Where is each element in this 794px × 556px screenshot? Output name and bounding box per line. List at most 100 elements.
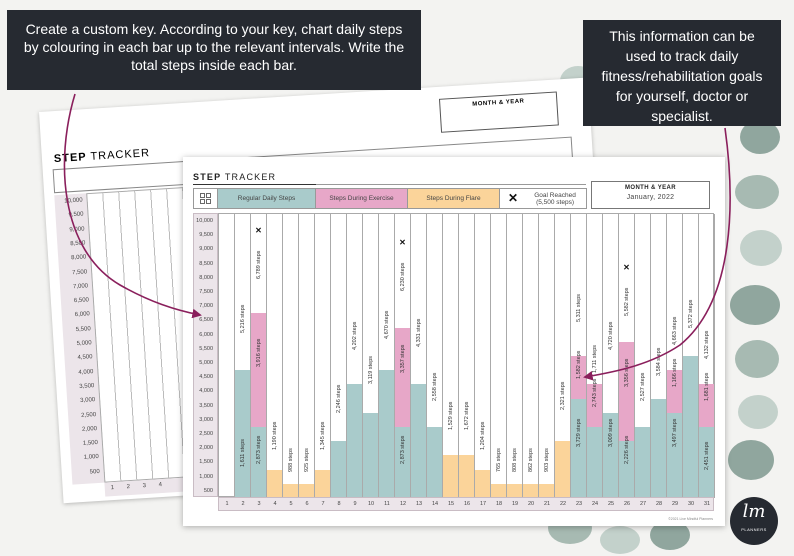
day-number: 5 xyxy=(289,501,293,507)
title-underline xyxy=(193,184,316,185)
y-tick-label: 5,500 xyxy=(199,345,213,352)
key-regular-steps: Regular Daily Steps xyxy=(218,189,316,208)
y-tick-label: 9,500 xyxy=(199,232,213,239)
back-y-tick-label: 1,500 xyxy=(82,440,99,447)
day-bar-2: 1,611 steps 5,216 steps xyxy=(235,214,251,498)
day-bar-29: 3,497 steps 1,166 steps 4,663 steps xyxy=(667,214,683,498)
day-bar-22: 2,321 steps xyxy=(555,214,571,498)
y-tick-label: 500 xyxy=(203,487,213,494)
bar-segment-pink xyxy=(251,313,266,427)
steps-label: 3,119 steps xyxy=(367,356,374,385)
back-y-tick-label: 6,000 xyxy=(74,311,91,319)
bar-segment-teal xyxy=(635,427,650,498)
back-y-tick-label: 2,500 xyxy=(80,411,97,419)
back-y-tick-label: 1,000 xyxy=(83,454,99,462)
day-number: 19 xyxy=(511,501,519,507)
steps-label: 4,670 steps xyxy=(383,310,390,339)
steps-label: 1,166 steps xyxy=(671,358,678,388)
bar-segment-pink xyxy=(667,370,682,413)
goal-label: Goal Reached (5,500 steps) xyxy=(534,191,576,206)
bar-segment-pink xyxy=(571,356,586,399)
day-number: 31 xyxy=(703,501,711,507)
back-y-tick-label: 7,000 xyxy=(72,283,89,290)
day-bar-4: 1,190 steps xyxy=(267,214,283,498)
day-bar-27: 2,527 steps xyxy=(635,214,651,498)
key-exercise-steps: Steps During Exercise xyxy=(316,189,408,208)
steps-label: 3,009 steps xyxy=(607,418,614,447)
bar-segment-teal xyxy=(251,427,266,498)
steps-label: 2,226 steps xyxy=(623,435,630,464)
bar-segment-teal xyxy=(235,398,250,498)
bar-segment-pink xyxy=(395,327,410,427)
day-bar-9: 4,202 steps xyxy=(347,214,363,498)
key-goal-reached: ✕ Goal Reached (5,500 steps) xyxy=(500,189,586,208)
day-bar-7: 1,345 steps xyxy=(315,214,331,498)
day-bar-6: 925 steps xyxy=(299,214,315,498)
day-number: 27 xyxy=(639,501,647,507)
header-rule xyxy=(316,184,586,185)
steps-label: 2,321 steps xyxy=(559,381,566,410)
day-number: 13 xyxy=(415,501,423,507)
step-chart: 1,611 steps 5,216 steps 2,873 steps 3,916 s… xyxy=(218,213,715,498)
bar-segment-teal xyxy=(683,356,698,498)
y-tick-label: 3,000 xyxy=(199,416,213,423)
copyright-text: ©2021 Live Mindful Planners xyxy=(668,517,713,521)
bar-segment-teal xyxy=(411,384,426,498)
y-tick-label: 1,500 xyxy=(199,459,213,466)
steps-label: 1,582 steps xyxy=(575,350,582,379)
steps-label: 2,451 steps xyxy=(703,441,710,470)
day-number: 28 xyxy=(655,501,663,507)
y-tick-label: 9,000 xyxy=(199,246,213,253)
day-number: 7 xyxy=(321,501,325,507)
instruction-callout: Create a custom key. According to your k… xyxy=(7,10,421,90)
steps-label: 1,529 steps xyxy=(447,401,454,430)
bar-segment-teal xyxy=(619,441,634,498)
back-y-tick-label: 8,000 xyxy=(71,254,87,262)
steps-label: 5,311 steps xyxy=(575,293,582,322)
y-tick-label: 4,000 xyxy=(199,388,213,395)
day-number: 25 xyxy=(607,501,615,507)
bar-segment-teal xyxy=(603,412,618,498)
month-year-value: January, 2022 xyxy=(626,194,675,201)
day-bar-24: 2,743 steps 1,711 steps xyxy=(587,214,603,498)
bar-segment-orange xyxy=(523,483,538,498)
steps-label: 903 steps xyxy=(543,448,550,473)
day-number: 24 xyxy=(591,501,599,507)
day-number: 26 xyxy=(623,501,631,507)
bar-segment-teal xyxy=(587,427,602,498)
day-bar-12: 2,873 steps 3,357 steps 6,230 steps ✕ xyxy=(395,214,411,498)
steps-label: 2,873 steps xyxy=(399,435,406,464)
day-bar-18: 765 steps xyxy=(491,214,507,498)
custom-key-bar: Regular Daily Steps Steps During Exercis… xyxy=(193,188,587,209)
day-number: 9 xyxy=(353,501,357,507)
back-day-number: 4 xyxy=(158,482,163,489)
y-tick-label: 8,500 xyxy=(199,260,213,267)
day-bar-5: 988 steps xyxy=(283,214,299,498)
day-number: 11 xyxy=(384,501,390,507)
day-number: 30 xyxy=(687,501,695,507)
bar-segment-teal xyxy=(363,412,378,498)
steps-label: 3,584 steps xyxy=(655,347,662,376)
goal-x-icon: ✕ xyxy=(399,237,406,247)
day-number: 10 xyxy=(367,501,375,507)
bar-segment-orange xyxy=(475,469,490,498)
back-y-tick-label: 4,500 xyxy=(77,354,93,362)
day-number: 21 xyxy=(543,501,551,507)
day-number: 17 xyxy=(479,501,487,507)
y-tick-label: 5,000 xyxy=(199,360,213,366)
steps-label: 3,357 steps xyxy=(399,344,406,374)
back-y-tick-label: 8,500 xyxy=(70,240,86,248)
steps-label: 2,246 steps xyxy=(335,384,342,413)
day-bar-25: 3,009 steps 4,720 steps xyxy=(603,214,619,498)
goal-x-icon: ✕ xyxy=(508,191,519,205)
steps-label: 3,916 steps xyxy=(255,338,262,368)
y-tick-label: 4,500 xyxy=(199,374,213,381)
steps-label: 5,372 steps xyxy=(687,299,694,328)
bar-segment-teal xyxy=(379,370,394,498)
y-tick-label: 2,000 xyxy=(199,445,213,452)
day-number: 16 xyxy=(463,501,471,507)
logo-mark: lm xyxy=(742,501,766,522)
back-y-tick-label: 6,500 xyxy=(73,297,90,305)
steps-label: 5,582 steps xyxy=(623,287,630,317)
bar-segment-pink xyxy=(619,341,634,442)
